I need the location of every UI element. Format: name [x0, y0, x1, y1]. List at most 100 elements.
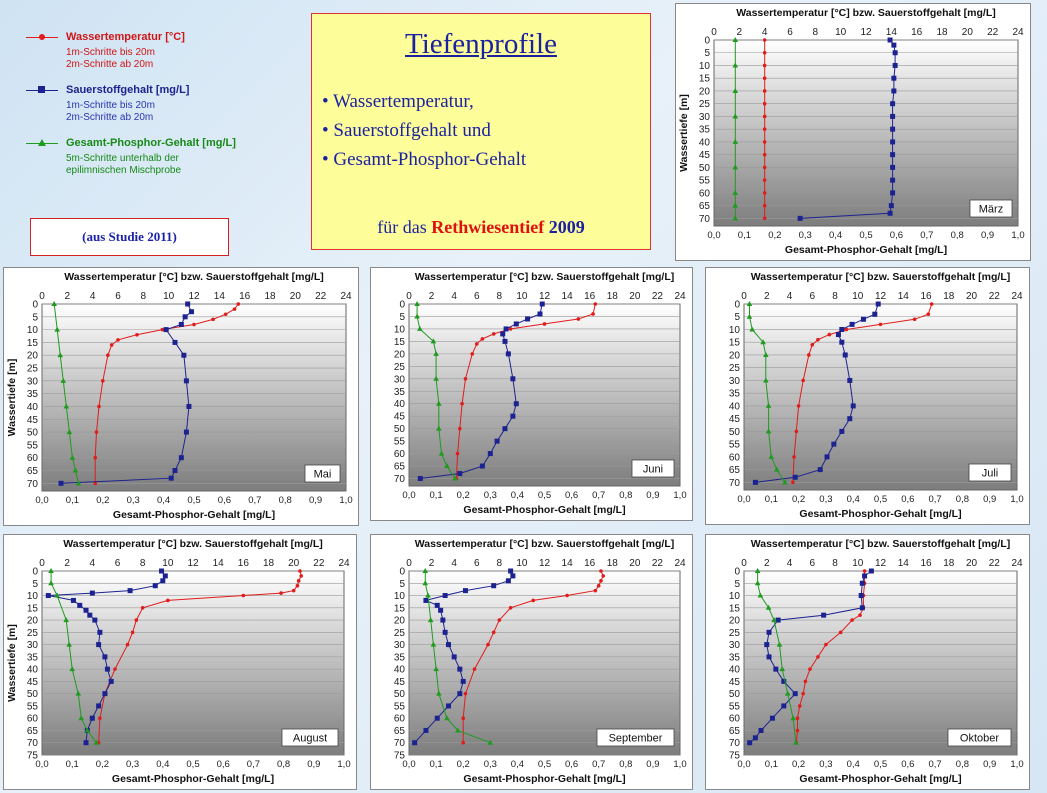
data-point [537, 311, 543, 317]
top-tick-label: 14 [214, 291, 226, 302]
data-point [824, 454, 830, 460]
top-tick-label: 4 [787, 291, 793, 302]
top-tick-labels: 0 2 4 6 8 10 12 14 16 18 20 22 24 [406, 558, 686, 569]
data-point [457, 666, 463, 672]
y-tick-label: 55 [729, 701, 741, 712]
top-tick-label: 16 [911, 27, 923, 38]
data-point [732, 189, 739, 195]
y-tick-label: 40 [394, 665, 406, 676]
data-point [599, 569, 603, 573]
data-point [858, 613, 862, 617]
bottom-tick-label: 1,0 [673, 759, 686, 770]
data-point [457, 691, 463, 697]
data-point [434, 602, 440, 608]
data-point [455, 451, 460, 456]
bottom-tick-label: 0,5 [874, 759, 887, 770]
data-point [513, 401, 519, 407]
footer-prefix: für das [377, 217, 432, 237]
data-point [860, 316, 866, 322]
y-tick-label: 50 [394, 424, 406, 435]
data-point [760, 339, 766, 345]
y-tick-label: 0 [32, 300, 38, 311]
data-point [792, 455, 796, 459]
data-point [766, 654, 772, 660]
top-tick-label: 0 [406, 558, 412, 569]
top-tick-label: 14 [898, 291, 910, 302]
data-point [791, 480, 795, 485]
y-tick-label: 40 [27, 402, 39, 413]
data-point [433, 375, 439, 381]
y-tick-label: 20 [699, 86, 711, 97]
data-point [108, 678, 114, 684]
data-point [93, 455, 97, 460]
data-point [764, 642, 770, 648]
bottom-tick-label: 0,2 [792, 494, 805, 505]
data-point [130, 630, 135, 635]
y-tick-label: 0 [399, 300, 405, 311]
top-tick-label: 18 [263, 558, 275, 569]
data-point [801, 691, 805, 696]
y-tick-label: 30 [394, 640, 406, 651]
data-point [109, 343, 114, 347]
data-point [839, 428, 845, 434]
data-point [48, 580, 54, 586]
top-tick-label: 4 [451, 558, 457, 569]
data-point [461, 740, 465, 745]
y-tick-label: 15 [729, 603, 741, 614]
data-point [821, 612, 827, 618]
y-tick-label: 15 [27, 338, 39, 349]
top-tick-label: 24 [1011, 558, 1023, 569]
y-tick-label: 60 [394, 449, 406, 460]
top-tick-label: 20 [629, 558, 641, 569]
top-tick-label: 10 [163, 291, 175, 302]
data-point [168, 475, 174, 481]
legend-marker-temperature [39, 34, 45, 40]
top-tick-label: 16 [238, 558, 250, 569]
data-point [887, 210, 893, 216]
y-tick-label: 40 [699, 137, 711, 148]
bottom-tick-label: 0,0 [35, 759, 48, 770]
chart-september: 0 5 10 15 20 25 30 35 40 45 50 55 60 65 70 75 0 2 4 6 8 10 12 1… [370, 534, 693, 790]
data-point [762, 63, 767, 68]
y-tick-label: 55 [699, 176, 711, 187]
y-tick-label: 10 [394, 591, 406, 602]
data-point [474, 342, 479, 346]
y-tick-label: 60 [27, 453, 39, 464]
data-point [792, 691, 798, 697]
y-tick-label: 30 [394, 374, 406, 385]
bottom-tick-label: 0,5 [874, 494, 887, 505]
data-point [178, 321, 184, 327]
data-point [754, 568, 761, 573]
top-axis-title: Wassertemperatur [°C] bzw. Sauerstoffgeh… [63, 538, 323, 550]
series-wassertemperatur-c [93, 302, 241, 486]
data-point [758, 727, 764, 733]
data-point [70, 597, 76, 603]
bottom-axis-title: Gesamt-Phosphor-Gehalt [mg/L] [112, 773, 274, 785]
bottom-tick-label: 0,1 [738, 230, 751, 241]
data-point [430, 641, 437, 647]
top-tick-label: 14 [898, 558, 910, 569]
bottom-tick-label: 0,9 [307, 759, 320, 770]
data-point [769, 715, 775, 721]
bottom-axis-title: Gesamt-Phosphor-Gehalt [mg/L] [113, 509, 275, 521]
data-point [96, 642, 102, 648]
y-tick-label: 45 [394, 412, 406, 423]
data-point [172, 339, 178, 345]
series-gesamt-phosphor-gehalt-mg-l [732, 37, 739, 221]
bottom-tick-label: 0,8 [619, 759, 632, 770]
top-tick-label: 20 [966, 291, 978, 302]
y-tick-label: 55 [27, 440, 39, 451]
top-tick-labels: 0 2 4 6 8 10 12 14 16 18 20 22 24 [741, 291, 1023, 302]
data-point [438, 607, 444, 613]
top-tick-label: 14 [562, 291, 574, 302]
y-tick-label: 40 [729, 665, 741, 676]
series-gesamt-phosphor-gehalt-mg-l [51, 301, 82, 486]
bottom-tick-label: 0,2 [96, 759, 109, 770]
data-point [868, 568, 874, 574]
data-point [72, 467, 79, 473]
top-tick-label: 6 [474, 291, 480, 302]
data-point [912, 317, 917, 322]
top-tick-label: 16 [920, 291, 932, 302]
bottom-tick-label: 0,7 [928, 759, 941, 770]
top-tick-label: 8 [140, 558, 146, 569]
